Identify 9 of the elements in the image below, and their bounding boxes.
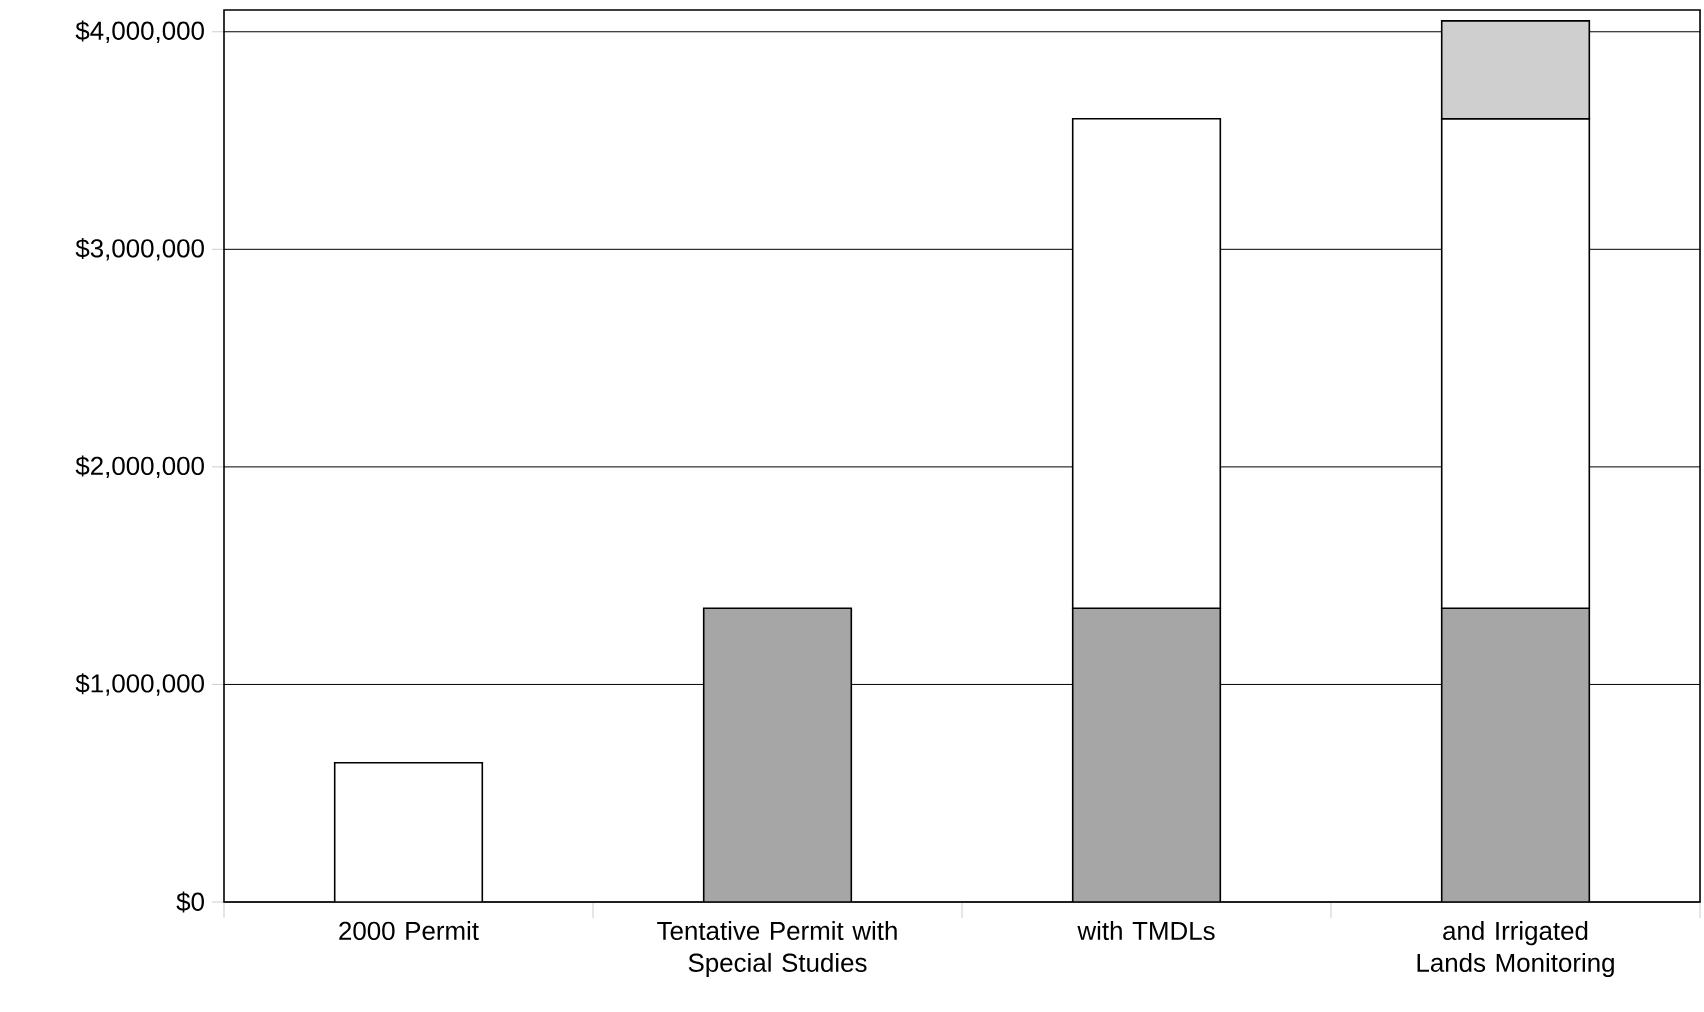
x-tick-label: Tentative Permit with Special Studies xyxy=(657,921,897,978)
y-tick-label: $0 xyxy=(176,891,204,913)
y-tick-label: $3,000,000 xyxy=(75,238,204,261)
x-tick-label: and Irrigated Lands Monitoring xyxy=(1417,921,1614,978)
x-tick-label: 2000 Permit xyxy=(339,921,479,941)
y-tick-label: $4,000,000 xyxy=(75,20,204,43)
y-tick-label: $1,000,000 xyxy=(75,673,204,696)
y-tick-label: $2,000,000 xyxy=(75,455,204,479)
x-tick-label: with TMDLs xyxy=(1077,921,1215,941)
